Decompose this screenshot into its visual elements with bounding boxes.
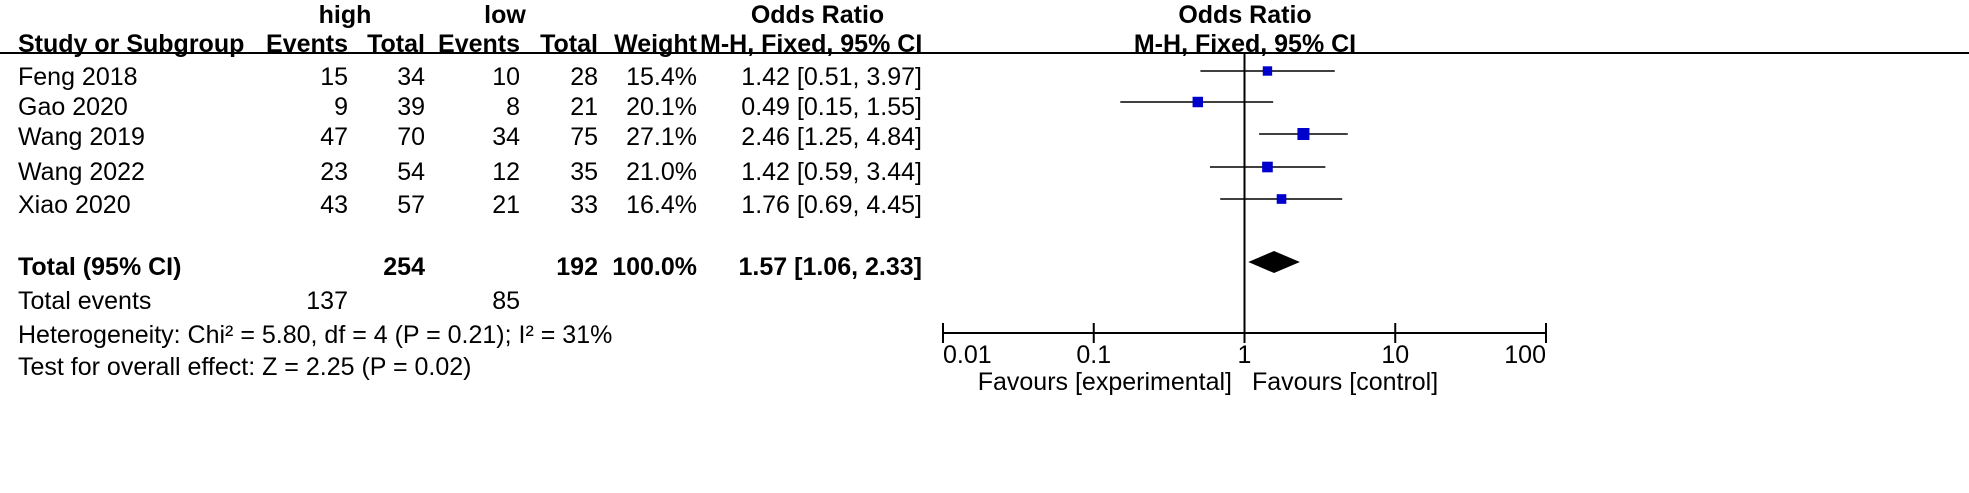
x-tick-label: 0.1 [1076,341,1111,369]
events-low: 21 [492,191,520,219]
weight-value: 16.4% [626,191,697,219]
overall-effect-text: Test for overall effect: Z = 2.25 (P = 0… [18,353,472,381]
total-low-sum: 192 [556,253,598,281]
right-odds-ratio-header: Odds Ratio [1178,1,1312,29]
total-high: 39 [397,93,425,121]
study-name: Feng 2018 [18,63,138,91]
events-low: 8 [506,93,520,121]
total-odds-ratio-ci: 1.57 [1.06, 2.33] [738,253,922,281]
x-tick-label: 100 [1504,341,1546,369]
total-label: Total (95% CI) [18,253,182,281]
events-high: 15 [320,63,348,91]
total-events-label: Total events [18,287,152,315]
events-high: 43 [320,191,348,219]
study-name: Wang 2019 [18,123,145,151]
total-low: 35 [570,158,598,186]
events-high: 9 [334,93,348,121]
study-marker [1297,128,1310,140]
weight-value: 27.1% [626,123,697,151]
total-high: 34 [397,63,425,91]
study-name: Wang 2022 [18,158,145,186]
total-events-high: 137 [306,287,348,315]
x-tick-label: 10 [1381,341,1409,369]
total-low: 33 [570,191,598,219]
odds-ratio-ci: 2.46 [1.25, 4.84] [741,123,922,151]
odds-ratio-ci: 1.42 [0.51, 3.97] [741,63,922,91]
weight-value: 15.4% [626,63,697,91]
total-high: 70 [397,123,425,151]
x-tick-label: 1 [1238,341,1252,369]
events-high: 23 [320,158,348,186]
favours-control-label: Favours [control] [1252,368,1438,396]
study-name: Gao 2020 [18,93,128,121]
x-tick-label: 0.01 [943,341,992,369]
left-odds-ratio-header: Odds Ratio [750,1,885,29]
events-high: 47 [320,123,348,151]
total-low: 21 [570,93,598,121]
total-low: 75 [570,123,598,151]
total-high-sum: 254 [383,253,425,281]
group-low-header: low [484,1,526,29]
odds-ratio-ci: 1.42 [0.59, 3.44] [741,158,922,186]
events-low: 10 [492,63,520,91]
study-marker [1262,161,1273,173]
events-low: 34 [492,123,520,151]
total-high: 57 [397,191,425,219]
study-marker [1192,96,1204,108]
total-events-low: 85 [492,287,520,315]
study-marker [1276,194,1287,204]
odds-ratio-ci: 1.76 [0.69, 4.45] [741,191,922,219]
events-low: 12 [492,158,520,186]
total-low: 28 [570,63,598,91]
odds-ratio-ci: 0.49 [0.15, 1.55] [741,93,922,121]
study-marker [1262,66,1273,76]
heterogeneity-text: Heterogeneity: Chi² = 5.80, df = 4 (P = … [18,321,613,349]
total-weight: 100.0% [612,253,697,281]
study-name: Xiao 2020 [18,191,131,219]
weight-value: 21.0% [626,158,697,186]
group-high-header: high [318,1,372,29]
weight-value: 20.1% [626,93,697,121]
pooled-diamond [1248,251,1300,273]
favours-experimental-label: Favours [experimental] [978,368,1232,396]
total-high: 54 [397,158,425,186]
